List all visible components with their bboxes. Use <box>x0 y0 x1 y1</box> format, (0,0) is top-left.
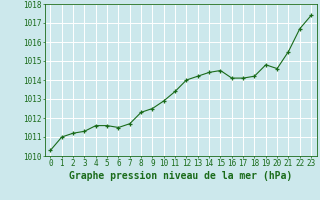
X-axis label: Graphe pression niveau de la mer (hPa): Graphe pression niveau de la mer (hPa) <box>69 171 292 181</box>
